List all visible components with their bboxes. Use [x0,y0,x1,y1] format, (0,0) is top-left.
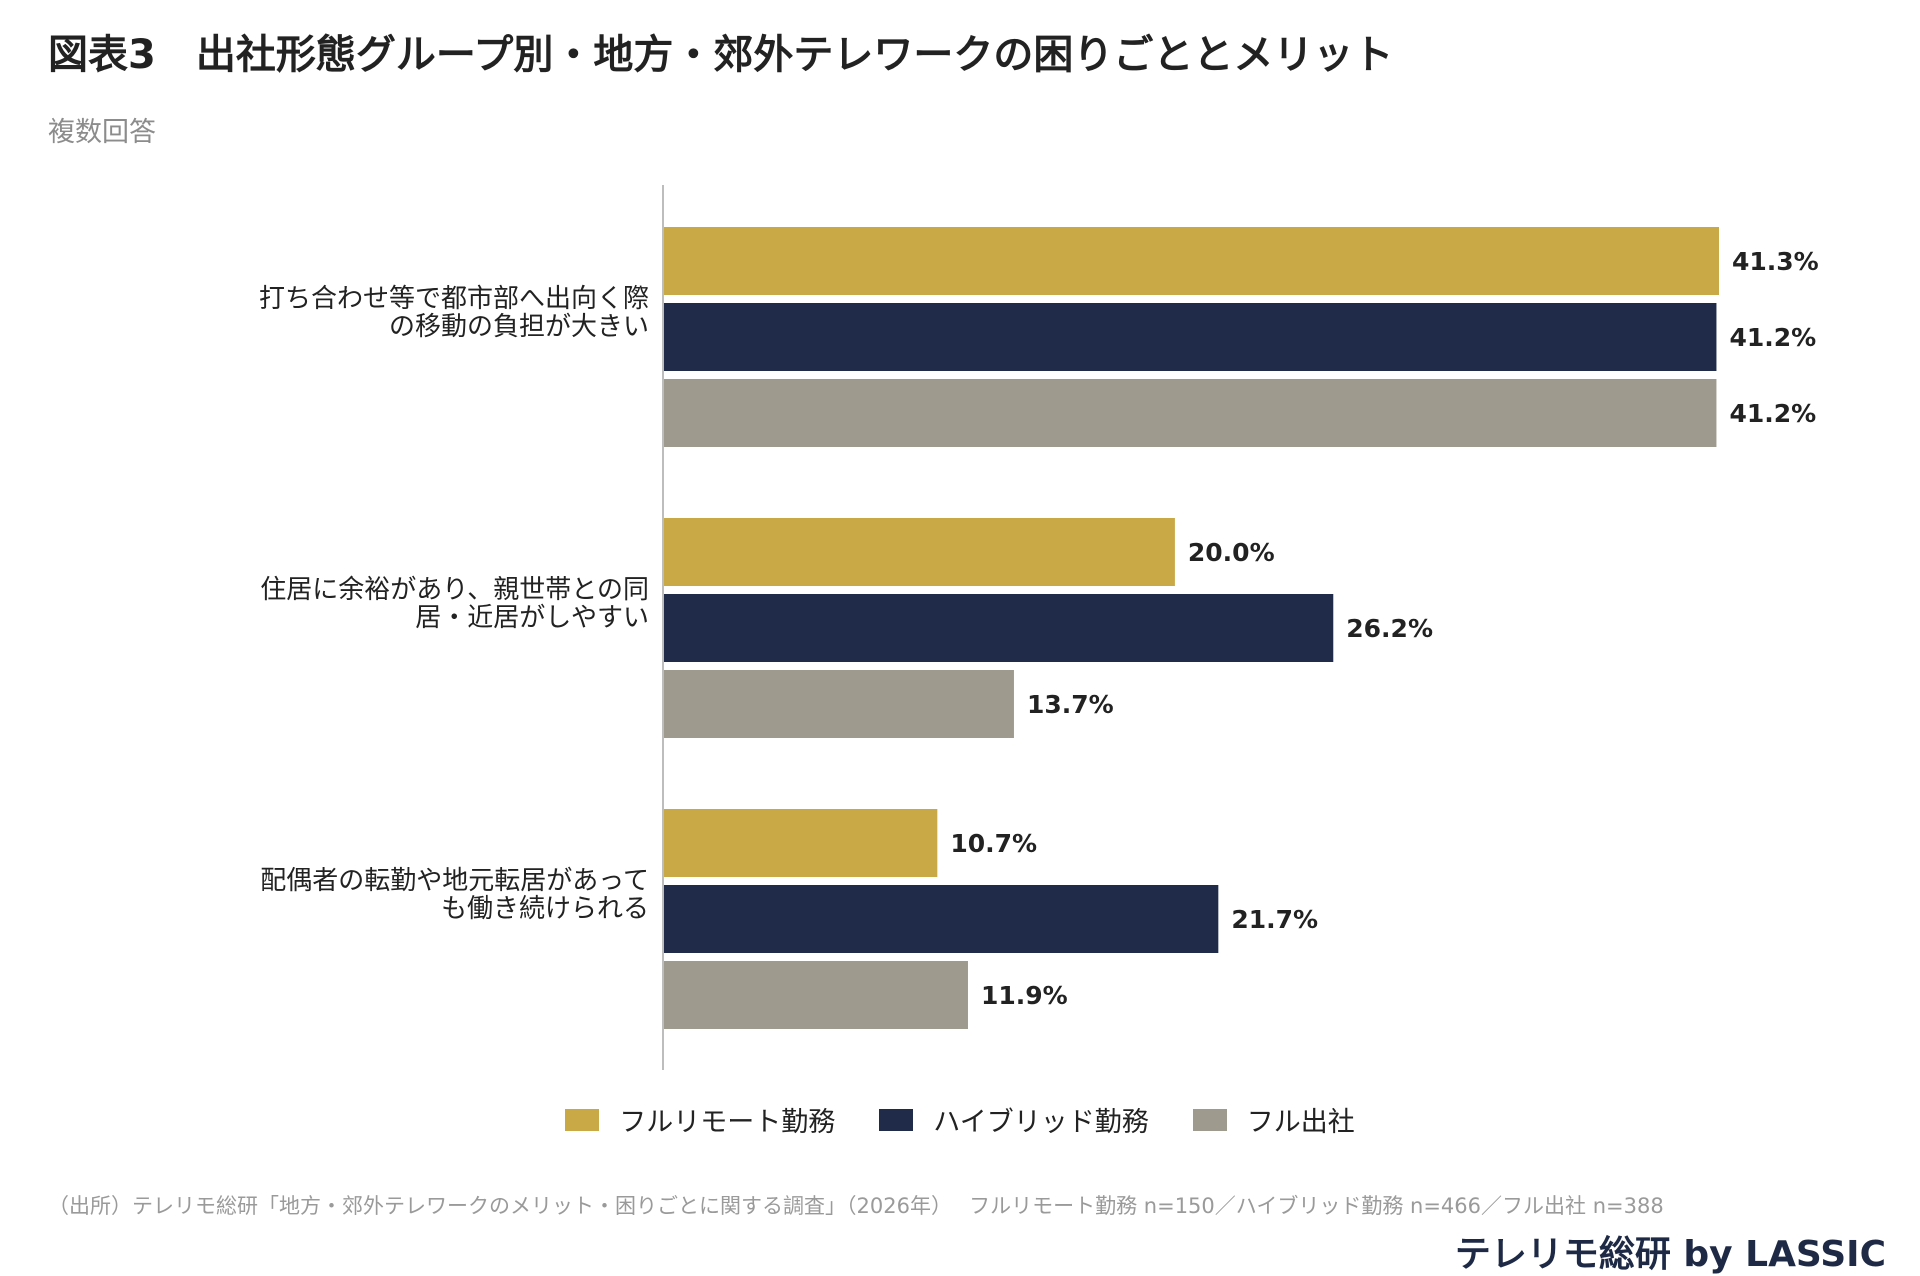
legend-item-full-office: フル出社 [1192,1100,1355,1139]
category-label-3: 配偶者の転勤や地元転居があっても働き続けられる [260,866,649,924]
bar-full-remote-1 [664,227,1719,295]
chart-title: 図表3 出社形態グループ別・地方・郊外テレワークの困りごととメリット [48,32,1394,78]
category-label-2: 住居に余裕があり、親世帯との同居・近居がしやすい [260,575,649,633]
legend-label-full-office: フル出社 [1246,1107,1355,1138]
legend-swatch-hybrid [879,1108,914,1131]
bar-hybrid-1 [664,303,1717,371]
source-note: （出所）テレリモ総研「地方・郊外テレワークのメリット・困りごとに関する調査」（2… [48,1194,1664,1218]
bar-hybrid-3 [664,885,1219,953]
legend-swatch-full-remote [565,1108,600,1131]
bar-full-remote-3 [664,809,938,877]
value-label-full-remote-3: 10.7% [950,829,1037,858]
bar-full-office-2 [664,670,1014,738]
category-label-1-line-2: の移動の負担が大きい [389,312,649,342]
value-label-full-office-1: 41.2% [1729,399,1816,428]
legend: フルリモート勤務 ハイブリッド勤務 フル出社 [0,1100,1920,1139]
value-label-hybrid-3: 21.7% [1231,905,1318,934]
category-label-1: 打ち合わせ等で都市部へ出向く際の移動の負担が大きい [259,284,649,342]
category-label-3-line-2: も働き続けられる [441,894,649,924]
value-label-full-office-3: 11.9% [981,981,1068,1010]
legend-item-hybrid: ハイブリッド勤務 [879,1100,1149,1139]
value-label-hybrid-2: 26.2% [1346,614,1433,643]
category-label-3-line-1: 配偶者の転勤や地元転居があって [260,866,649,896]
bar-chart: 打ち合わせ等で都市部へ出向く際の移動の負担が大きい 41.3% 41.2% 41.2%… [259,185,1819,1070]
value-label-full-office-2: 13.7% [1027,690,1114,719]
legend-label-hybrid: ハイブリッド勤務 [933,1107,1149,1138]
value-label-full-remote-1: 41.3% [1732,247,1819,276]
legend-label-full-remote: フルリモート勤務 [619,1107,836,1138]
brand-logo-text: テレリモ総研 by LASSIC [1454,1234,1886,1275]
bar-hybrid-2 [664,594,1334,662]
category-label-1-line-1: 打ち合わせ等で都市部へ出向く際 [259,284,649,314]
category-label-2-line-1: 住居に余裕があり、親世帯との同 [260,575,649,605]
value-label-hybrid-1: 41.2% [1729,323,1816,352]
bar-full-office-3 [664,961,968,1029]
bar-full-office-1 [664,379,1717,447]
chart-subtitle: 複数回答 [48,117,156,148]
value-label-full-remote-2: 20.0% [1188,538,1275,567]
legend-swatch-full-office [1192,1108,1227,1131]
legend-item-full-remote: フルリモート勤務 [565,1100,835,1139]
bar-full-remote-2 [664,518,1175,586]
category-label-2-line-2: 居・近居がしやすい [415,603,649,633]
